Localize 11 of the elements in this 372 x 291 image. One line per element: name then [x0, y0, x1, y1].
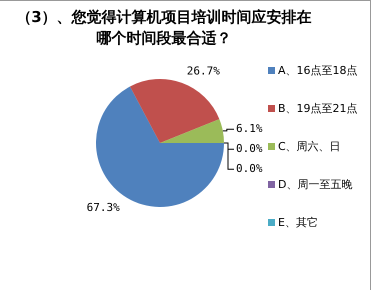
data-label: 26.7%	[186, 64, 220, 78]
legend-label: C、周六、日	[278, 140, 341, 153]
legend-label: D、周一至五晚	[278, 178, 352, 191]
text: 0.0%	[236, 162, 262, 176]
legend-label: E、其它	[278, 216, 318, 229]
data-label: 67.3%	[86, 200, 120, 214]
legend-label: B、19点至21点	[278, 102, 358, 115]
text: 0.0%	[236, 142, 262, 156]
legend-label: A、16点至18点	[278, 64, 358, 77]
data-label: 6.1%	[236, 122, 263, 136]
chart-title: （3）、您觉得计算机项目培训时间应安排在哪个时间段最合适？	[15, 7, 313, 49]
